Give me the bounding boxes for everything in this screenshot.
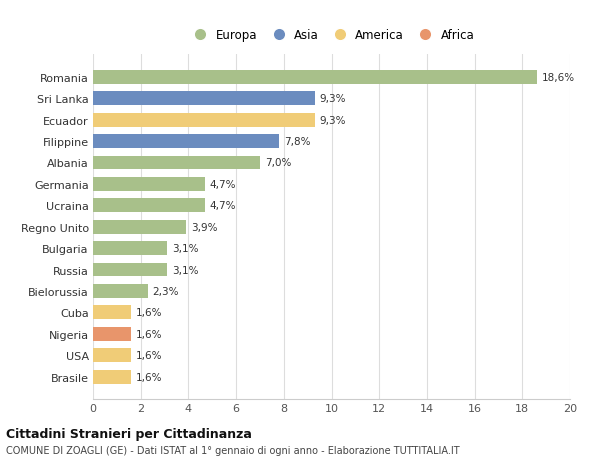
Bar [93, 156, 260, 170]
Text: 1,6%: 1,6% [136, 372, 163, 382]
Bar [93, 220, 186, 234]
Text: 1,6%: 1,6% [136, 308, 163, 318]
Bar [93, 327, 131, 341]
Bar [93, 263, 167, 277]
Bar [93, 284, 148, 298]
Bar [93, 348, 131, 362]
Text: COMUNE DI ZOAGLI (GE) - Dati ISTAT al 1° gennaio di ogni anno - Elaborazione TUT: COMUNE DI ZOAGLI (GE) - Dati ISTAT al 1°… [6, 446, 460, 455]
Text: 7,8%: 7,8% [284, 137, 310, 147]
Text: 4,7%: 4,7% [210, 201, 236, 211]
Text: 1,6%: 1,6% [136, 329, 163, 339]
Bar [93, 241, 167, 256]
Text: 4,7%: 4,7% [210, 179, 236, 190]
Text: 1,6%: 1,6% [136, 350, 163, 360]
Bar [93, 135, 279, 149]
Bar [93, 113, 315, 127]
Text: 3,1%: 3,1% [172, 244, 198, 253]
Bar [93, 306, 131, 319]
Text: 9,3%: 9,3% [320, 94, 346, 104]
Text: Cittadini Stranieri per Cittadinanza: Cittadini Stranieri per Cittadinanza [6, 427, 252, 440]
Bar [93, 71, 536, 84]
Text: 3,9%: 3,9% [191, 222, 217, 232]
Bar [93, 178, 205, 191]
Bar [93, 370, 131, 384]
Text: 18,6%: 18,6% [541, 73, 575, 83]
Text: 7,0%: 7,0% [265, 158, 291, 168]
Text: 2,3%: 2,3% [152, 286, 179, 296]
Bar [93, 92, 315, 106]
Bar [93, 199, 205, 213]
Legend: Europa, Asia, America, Africa: Europa, Asia, America, Africa [186, 27, 477, 44]
Text: 9,3%: 9,3% [320, 115, 346, 125]
Text: 3,1%: 3,1% [172, 265, 198, 275]
